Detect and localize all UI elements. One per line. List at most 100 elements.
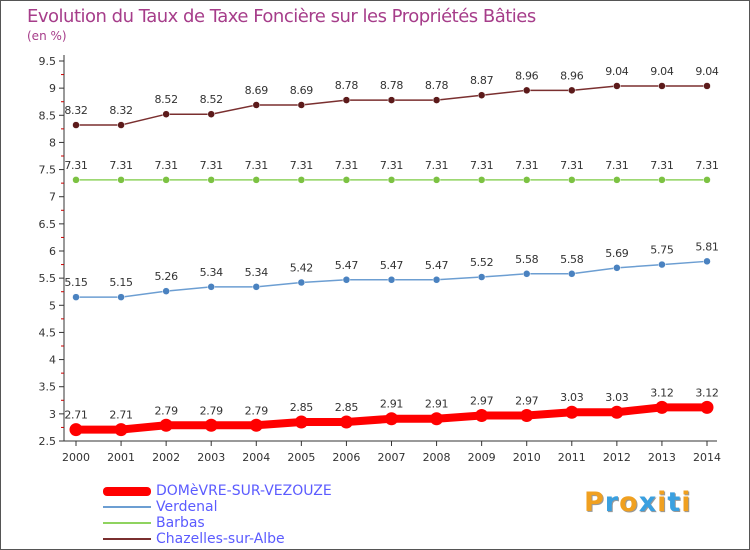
series-dom-vre-sur-vezouze bbox=[69, 400, 714, 437]
data-point bbox=[114, 423, 128, 437]
data-label: 5.42 bbox=[290, 261, 313, 274]
data-point bbox=[204, 418, 218, 432]
data-point bbox=[162, 176, 170, 184]
data-point bbox=[69, 423, 83, 437]
data-label: 7.31 bbox=[380, 159, 403, 172]
x-tick-label: 2009 bbox=[468, 451, 496, 464]
data-label: 9.04 bbox=[650, 65, 674, 78]
y-tick-label: 5.5 bbox=[39, 272, 57, 285]
data-point bbox=[703, 176, 711, 184]
data-point bbox=[159, 418, 173, 432]
data-label: 8.69 bbox=[290, 84, 314, 97]
chart-subtitle: (en %) bbox=[27, 29, 67, 43]
data-point bbox=[342, 96, 351, 104]
data-label: 8.87 bbox=[470, 74, 494, 87]
data-label: 5.47 bbox=[425, 259, 449, 272]
y-tick-label: 2.5 bbox=[39, 435, 57, 448]
data-label: 7.31 bbox=[425, 159, 448, 172]
data-point bbox=[477, 273, 486, 281]
legend-swatch bbox=[103, 538, 151, 540]
data-label: 7.31 bbox=[650, 159, 673, 172]
data-point bbox=[432, 276, 441, 284]
data-point bbox=[162, 110, 170, 118]
x-tick-label: 2000 bbox=[62, 451, 90, 464]
data-label: 5.81 bbox=[695, 240, 718, 253]
x-tick-label: 2014 bbox=[693, 451, 721, 464]
data-label: 7.31 bbox=[335, 159, 358, 172]
data-label: 5.69 bbox=[605, 247, 629, 260]
x-tick-label: 2013 bbox=[648, 451, 676, 464]
y-tick-label: 7.5 bbox=[39, 164, 57, 177]
data-label: 2.79 bbox=[200, 404, 224, 417]
y-tick-label: 9.5 bbox=[39, 55, 57, 68]
y-tick-label: 3 bbox=[49, 408, 56, 421]
chart-title: Evolution du Taux de Taxe Foncière sur l… bbox=[27, 6, 536, 27]
logo-letter: i bbox=[681, 487, 692, 518]
data-point bbox=[477, 91, 486, 99]
x-tick-label: 2011 bbox=[558, 451, 586, 464]
data-label: 2.85 bbox=[335, 401, 359, 414]
data-label: 2.97 bbox=[470, 394, 494, 407]
y-tick-label: 8 bbox=[49, 136, 56, 149]
data-point bbox=[297, 176, 306, 184]
data-point bbox=[252, 176, 261, 184]
legend-swatch bbox=[103, 522, 151, 524]
data-label: 8.52 bbox=[200, 93, 223, 106]
data-label: 7.31 bbox=[200, 159, 223, 172]
x-tick-label: 2005 bbox=[287, 451, 315, 464]
data-point bbox=[477, 176, 486, 184]
data-label: 7.31 bbox=[290, 159, 313, 172]
data-label: 5.75 bbox=[650, 244, 674, 257]
logo-letter: P bbox=[584, 487, 605, 518]
data-label: 8.52 bbox=[154, 93, 177, 106]
data-label: 8.78 bbox=[425, 79, 449, 92]
data-point bbox=[655, 400, 669, 414]
x-tick-label: 2006 bbox=[332, 451, 360, 464]
data-point bbox=[387, 96, 396, 104]
data-label: 3.03 bbox=[560, 391, 584, 404]
data-point bbox=[432, 96, 441, 104]
data-label: 7.31 bbox=[695, 159, 718, 172]
legend-label: Chazelles-sur-Albe bbox=[156, 531, 285, 547]
data-point bbox=[700, 400, 714, 414]
data-point bbox=[339, 415, 353, 429]
data-label: 5.58 bbox=[560, 253, 584, 266]
axes: 2.5 3 3.5 4 4.5 5 5.5 6 6.5 7 7.5 8 8.5 9 9.5 2000 2001 2… bbox=[39, 55, 721, 464]
y-tick-label: 3.5 bbox=[39, 381, 57, 394]
data-label: 3.12 bbox=[650, 386, 673, 399]
data-label: 9.04 bbox=[695, 65, 719, 78]
y-tick-label: 9 bbox=[49, 82, 56, 95]
data-point bbox=[342, 276, 351, 284]
data-point bbox=[568, 270, 576, 278]
data-point bbox=[658, 176, 666, 184]
y-tick-label: 6.5 bbox=[39, 218, 57, 231]
data-label: 7.31 bbox=[245, 159, 268, 172]
data-label: 2.71 bbox=[64, 409, 87, 422]
x-tick-label: 2003 bbox=[197, 451, 225, 464]
logo-letter: t bbox=[667, 487, 682, 518]
data-point bbox=[613, 82, 621, 90]
data-point bbox=[568, 176, 576, 184]
data-label: 7.31 bbox=[470, 159, 493, 172]
legend-label: Verdenal bbox=[156, 499, 218, 515]
proxiti-logo: Proxiti bbox=[584, 487, 692, 518]
data-label: 9.04 bbox=[605, 65, 629, 78]
data-point bbox=[117, 176, 125, 184]
data-label: 5.34 bbox=[245, 266, 269, 279]
data-label: 7.31 bbox=[560, 159, 583, 172]
x-tick-label: 2012 bbox=[603, 451, 631, 464]
data-point bbox=[565, 405, 579, 419]
legend-label: DOMèVRE-SUR-VEZOUZE bbox=[156, 483, 332, 499]
x-tick-label: 2007 bbox=[378, 451, 406, 464]
data-label: 7.31 bbox=[515, 159, 538, 172]
legend-swatch bbox=[103, 487, 151, 496]
data-label: 5.47 bbox=[335, 259, 359, 272]
data-point bbox=[610, 405, 624, 419]
data-label: 8.78 bbox=[335, 79, 359, 92]
data-label: 8.32 bbox=[64, 104, 87, 117]
y-tick-label: 7 bbox=[49, 191, 56, 204]
y-tick-label: 8.5 bbox=[39, 109, 57, 122]
data-point bbox=[117, 121, 125, 129]
data-point bbox=[72, 176, 80, 184]
data-label: 5.47 bbox=[380, 259, 404, 272]
